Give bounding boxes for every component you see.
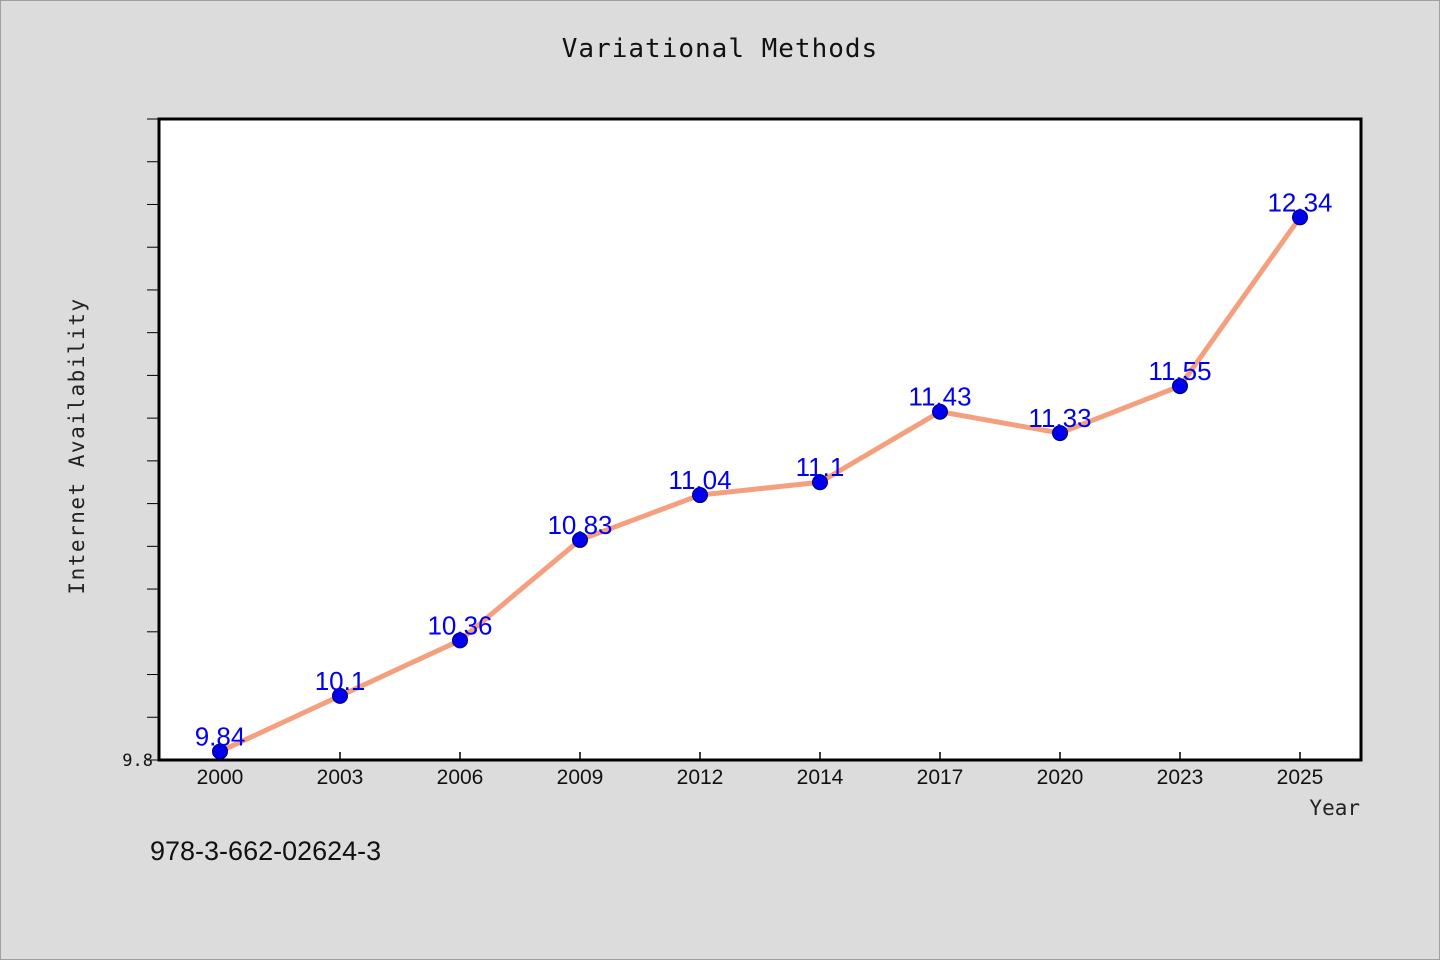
data-point — [812, 474, 828, 491]
x-tick-label: 2003 — [317, 766, 364, 789]
data-labels: 9.84 10.1 10.36 10.83 11.04 11.1 11.43 11.33 11.… — [195, 187, 1333, 751]
x-tick-label: 2000 — [197, 766, 244, 789]
data-point — [1292, 209, 1308, 226]
x-tick-label: 2020 — [1037, 766, 1084, 789]
data-point — [1052, 425, 1068, 442]
isbn-footnote: 978-3-662-02624-3 — [150, 836, 382, 866]
y-tick-label: 9.8 — [122, 751, 153, 771]
y-axis-ticks: 9.8 — [122, 118, 159, 771]
x-tick-label: 2012 — [677, 766, 724, 789]
data-label: 10.1 — [315, 666, 366, 696]
series-line — [217, 214, 1303, 754]
x-axis-label: Year — [1309, 796, 1360, 820]
data-point — [932, 403, 948, 420]
data-point — [692, 487, 708, 504]
data-label: 11.55 — [1148, 356, 1211, 386]
data-label: 11.04 — [668, 465, 731, 495]
data-points — [212, 209, 1308, 760]
data-label: 11.33 — [1028, 403, 1091, 433]
x-tick-label: 2017 — [917, 766, 964, 789]
x-tick-label: 2023 — [1157, 766, 1204, 789]
x-tick-label: 2009 — [557, 766, 604, 789]
data-label: 12.34 — [1267, 187, 1332, 217]
data-label: 9.84 — [195, 721, 246, 751]
data-label: 11.1 — [796, 452, 845, 482]
data-point — [572, 531, 588, 548]
x-tick-label: 2025 — [1277, 766, 1324, 789]
x-tick-label: 2006 — [437, 766, 484, 789]
plot-area — [157, 117, 1363, 762]
data-point — [332, 687, 348, 704]
data-point — [452, 632, 468, 649]
data-point — [212, 743, 228, 760]
chart-title: Variational Methods — [561, 34, 879, 64]
x-tick-label: 2014 — [797, 766, 844, 789]
data-point — [1172, 378, 1188, 395]
data-label: 10.36 — [427, 610, 492, 640]
data-label: 11.43 — [908, 382, 971, 412]
x-axis-ticks: 2000 2003 2006 2009 2012 2014 2017 2020 2023 2025 — [197, 752, 1324, 789]
data-label: 10.83 — [547, 510, 612, 540]
